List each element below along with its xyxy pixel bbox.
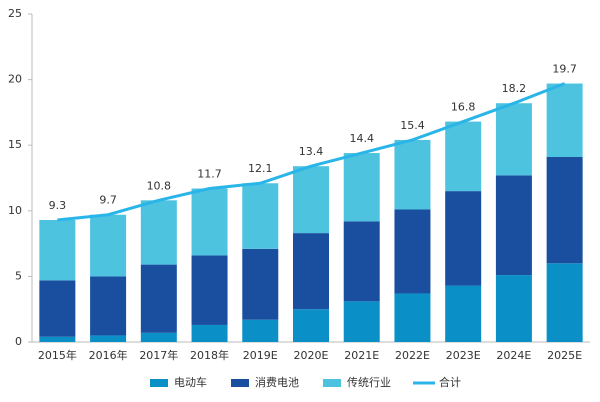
x-tick-label: 2018年 [190,348,229,362]
bar-segment [90,335,127,342]
bar-segment [343,221,380,302]
y-tick-label: 5 [15,269,22,282]
bar-segment [191,324,228,342]
bar-segment [394,139,431,210]
data-label: 19.7 [552,63,577,76]
bar-segment [495,175,532,276]
bar-segment [140,332,177,342]
x-tick-label: 2025E [547,349,582,362]
y-tick-label: 25 [8,7,22,20]
legend-label: 电动车 [174,375,207,389]
x-tick-label: 2015年 [38,348,77,362]
bar-segment [445,191,482,286]
data-label: 9.3 [49,199,67,212]
x-tick-label: 2024E [496,349,531,362]
bar-segment [495,275,532,342]
bar-segment [242,183,279,249]
legend-swatch [231,379,249,387]
bar-segment [90,276,127,336]
bar-segment [394,293,431,342]
data-label: 18.2 [502,82,527,95]
bar-segment [495,103,532,176]
bar-segment [445,285,482,342]
data-label: 14.4 [349,132,374,145]
bar-segment [343,301,380,342]
data-label: 12.1 [248,162,273,175]
bar-segment [191,255,228,325]
bar-segment [293,166,329,234]
legend-swatch [323,379,341,387]
bar-segment [546,83,583,158]
x-tick-label: 2017年 [139,348,178,362]
data-label: 15.4 [400,119,425,132]
bar-segment [39,336,76,342]
y-tick-label: 10 [8,204,22,217]
data-label: 9.7 [99,194,117,207]
legend-label: 合计 [439,375,461,389]
bar-segment [445,121,482,192]
total-line [57,82,566,222]
bar-segment [293,309,329,342]
bar-segment [293,233,329,310]
bar-segment [242,319,279,342]
y-tick-label: 20 [8,73,22,86]
data-label: 13.4 [299,145,324,158]
bar-segment [140,264,177,333]
x-tick-label: 2020E [294,349,329,362]
x-tick-label: 2023E [446,349,481,362]
bar-segment [90,214,127,277]
data-label: 10.8 [147,179,172,192]
bar-segment [140,200,177,265]
bar-segment [546,263,583,342]
data-label: 11.7 [197,167,222,180]
bar-segment [191,188,228,256]
bar-segment [242,248,279,320]
legend-swatch [150,379,168,387]
legend-label: 消费电池 [255,375,299,389]
x-tick-label: 2019E [243,349,278,362]
bar-segment [39,280,76,337]
bar-segment [343,153,380,222]
legend-label: 传统行业 [347,376,391,389]
bar-segment [546,157,583,264]
y-tick-label: 15 [8,138,22,151]
x-tick-label: 2022E [395,349,430,362]
x-tick-label: 2021E [344,349,379,362]
y-tick-label: 0 [15,335,22,348]
data-label: 16.8 [451,101,476,114]
bar-segment [394,209,431,294]
bar-segment [39,219,76,281]
x-tick-label: 2016年 [89,348,128,362]
